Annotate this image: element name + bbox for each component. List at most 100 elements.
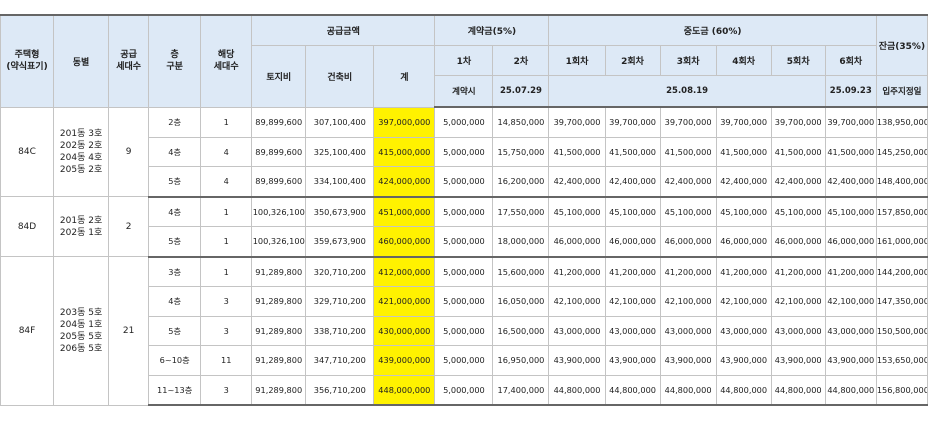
dep1-cell: 5,000,000 xyxy=(434,256,494,287)
i5-cell: 42,100,000 xyxy=(770,286,826,317)
i3-cell: 43,900,000 xyxy=(659,345,717,376)
land-cell: 100,326,100 xyxy=(251,226,307,258)
i2-cell: 43,900,000 xyxy=(604,345,661,376)
i2-cell: 46,000,000 xyxy=(604,226,661,258)
header-balance-date: 입주지정일 xyxy=(875,75,929,108)
total-cell: 439,000,000 xyxy=(373,345,436,376)
floor-cell: 3층 xyxy=(148,256,202,287)
land-cell: 91,289,800 xyxy=(251,315,307,346)
balance-cell: 148,400,000 xyxy=(875,166,929,198)
i4-cell: 42,400,000 xyxy=(715,166,772,198)
price-table: 주택형 (약식표기) 동별 공급 세대수 층 구분 해당 세대수 공급금액 계약금(5%… xyxy=(0,14,929,406)
table-row: 5층 1 100,326,100 359,673,900 460,000,000 5,00… xyxy=(1,226,929,258)
type-cell: 84C xyxy=(0,106,55,197)
i2-cell: 42,400,000 xyxy=(604,166,661,198)
building-cell: 203동 5호 204동 1호 205동 5호 206동 5호 xyxy=(53,256,110,406)
construction-cell: 334,100,400 xyxy=(305,166,375,198)
i6-cell: 46,000,000 xyxy=(824,226,877,258)
i3-cell: 41,200,000 xyxy=(659,256,717,287)
balance-cell: 161,000,000 xyxy=(875,226,929,258)
total-cell: 412,000,000 xyxy=(373,256,436,287)
i6-cell: 42,400,000 xyxy=(824,166,877,198)
i1-cell: 41,500,000 xyxy=(548,136,606,167)
floor-cell: 4층 xyxy=(148,136,202,167)
balance-cell: 150,500,000 xyxy=(875,315,929,346)
i4-cell: 45,100,000 xyxy=(715,196,772,227)
units-cell: 1 xyxy=(200,226,253,258)
i4-cell: 41,500,000 xyxy=(715,136,772,167)
land-cell: 100,326,100 xyxy=(251,196,307,227)
i1-cell: 39,700,000 xyxy=(548,106,606,138)
i6-cell: 39,700,000 xyxy=(824,106,877,138)
table-row: 4층 3 91,289,800 329,710,200 421,000,000 5,000… xyxy=(1,286,929,317)
dep1-cell: 5,000,000 xyxy=(434,374,494,406)
land-cell: 91,289,800 xyxy=(251,256,307,287)
header-total: 계 xyxy=(373,45,436,108)
dep2-cell: 16,950,000 xyxy=(492,345,550,376)
i3-cell: 42,100,000 xyxy=(659,286,717,317)
header-balance: 잔금(35%) xyxy=(875,14,929,76)
units-cell: 4 xyxy=(200,136,253,167)
i5-cell: 42,400,000 xyxy=(770,166,826,198)
land-cell: 91,289,800 xyxy=(251,345,307,376)
i6-cell: 42,100,000 xyxy=(824,286,877,317)
dep1-cell: 5,000,000 xyxy=(434,345,494,376)
i5-cell: 43,900,000 xyxy=(770,345,826,376)
floor-cell: 5층 xyxy=(148,166,202,198)
dep1-cell: 5,000,000 xyxy=(434,166,494,198)
dep1-cell: 5,000,000 xyxy=(434,136,494,167)
dep2-cell: 17,400,000 xyxy=(492,374,550,406)
dep1-cell: 5,000,000 xyxy=(434,286,494,317)
i1-cell: 42,100,000 xyxy=(548,286,606,317)
construction-cell: 307,100,400 xyxy=(305,106,375,138)
table-row: 11~13층 3 91,289,800 356,710,200 448,000,000 5… xyxy=(1,374,929,406)
floor-cell: 5층 xyxy=(148,226,202,258)
supply-units-cell: 21 xyxy=(108,256,150,406)
header-dep2-date: 25.07.29 xyxy=(492,75,550,108)
i5-cell: 44,800,000 xyxy=(770,374,826,406)
header-int3: 3회차 xyxy=(659,45,717,76)
dep2-cell: 18,000,000 xyxy=(492,226,550,258)
construction-cell: 356,710,200 xyxy=(305,374,375,406)
header-int6: 6회차 xyxy=(824,45,877,76)
i5-cell: 45,100,000 xyxy=(770,196,826,227)
table-body: 84C 201동 3호 202동 2호 204동 4호 205동 2호 9 2층 1 89,89… xyxy=(0,106,929,406)
header-int15-date: 25.08.19 xyxy=(548,75,826,108)
i1-cell: 45,100,000 xyxy=(548,196,606,227)
floor-cell: 11~13층 xyxy=(148,374,202,406)
dep1-cell: 5,000,000 xyxy=(434,106,494,138)
header-supply-units: 공급 세대수 xyxy=(108,14,150,108)
total-cell: 421,000,000 xyxy=(373,286,436,317)
dep2-cell: 14,850,000 xyxy=(492,106,550,138)
i3-cell: 45,100,000 xyxy=(659,196,717,227)
i2-cell: 39,700,000 xyxy=(604,106,661,138)
i3-cell: 39,700,000 xyxy=(659,106,717,138)
units-cell: 1 xyxy=(200,256,253,287)
i1-cell: 44,800,000 xyxy=(548,374,606,406)
table-row: 84F 203동 5호 204동 1호 205동 5호 206동 5호 21 3층 1 91,2… xyxy=(0,256,929,406)
floor-cell: 2층 xyxy=(148,106,202,138)
total-cell: 451,000,000 xyxy=(373,196,436,227)
table-row: 5층 3 91,289,800 338,710,200 430,000,000 5,000… xyxy=(1,315,929,346)
i2-cell: 43,000,000 xyxy=(604,315,661,346)
i5-cell: 43,000,000 xyxy=(770,315,826,346)
dep1-cell: 5,000,000 xyxy=(434,315,494,346)
header-floor-group: 층 구분 xyxy=(148,14,202,108)
header-units: 해당 세대수 xyxy=(200,14,253,108)
header-int5: 5회차 xyxy=(770,45,826,76)
construction-cell: 320,710,200 xyxy=(305,256,375,287)
balance-cell: 138,950,000 xyxy=(875,106,929,138)
construction-cell: 325,100,400 xyxy=(305,136,375,167)
i6-cell: 43,000,000 xyxy=(824,315,877,346)
units-cell: 11 xyxy=(200,345,253,376)
header-building: 동별 xyxy=(53,14,110,108)
floor-cell: 4층 xyxy=(148,286,202,317)
land-cell: 89,899,600 xyxy=(251,106,307,138)
header-int4: 4회차 xyxy=(715,45,772,76)
i6-cell: 41,200,000 xyxy=(824,256,877,287)
i4-cell: 44,800,000 xyxy=(715,374,772,406)
units-cell: 4 xyxy=(200,166,253,198)
dep2-cell: 16,050,000 xyxy=(492,286,550,317)
i4-cell: 39,700,000 xyxy=(715,106,772,138)
building-cell: 201동 2호 202동 1호 xyxy=(53,196,110,257)
